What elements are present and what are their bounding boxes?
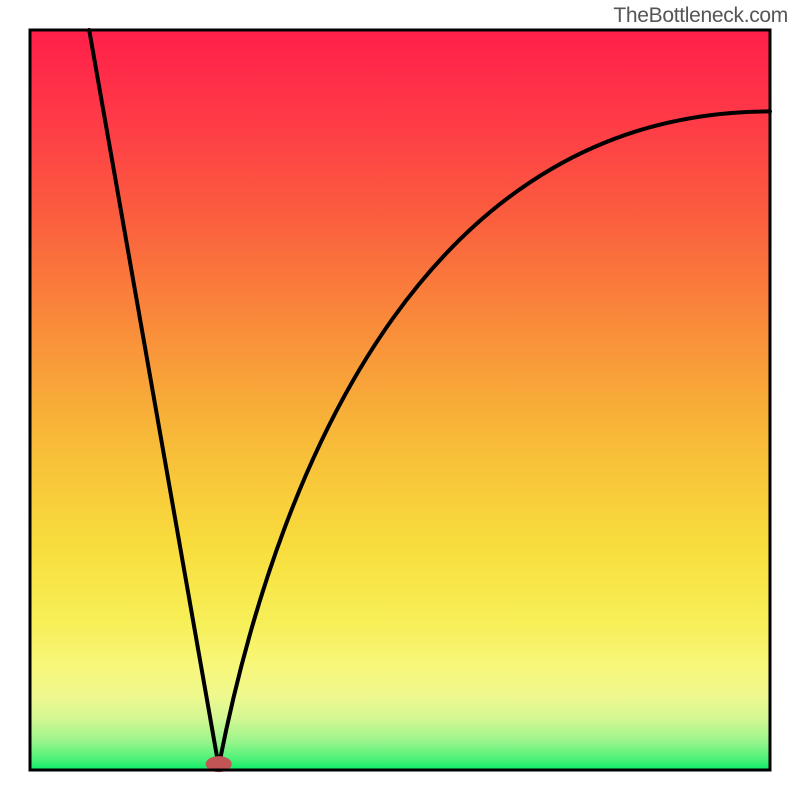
bottleneck-chart: TheBottleneck.com	[0, 0, 800, 800]
attribution-text: TheBottleneck.com	[613, 4, 788, 28]
chart-svg	[0, 0, 800, 800]
chart-background	[30, 30, 770, 770]
